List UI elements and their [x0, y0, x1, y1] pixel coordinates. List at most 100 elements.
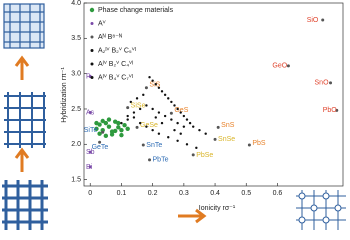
point: [132, 116, 136, 119]
arrow-up: [14, 147, 30, 172]
point-label: P: [86, 73, 91, 80]
legend-marker: [90, 22, 94, 25]
point: [151, 128, 154, 132]
point: [145, 125, 148, 128]
point: [204, 132, 207, 135]
point: [129, 100, 133, 104]
point: [213, 137, 217, 141]
point-label: PbSe: [196, 152, 213, 159]
point-label: PbS: [252, 140, 266, 147]
point: [321, 18, 325, 22]
legend-label: Aᴺ B⁸⁻ᴺ: [98, 34, 122, 41]
point: [216, 125, 220, 129]
point: [103, 120, 109, 126]
point: [145, 104, 148, 107]
x-tick-label: 0.5: [241, 190, 251, 197]
point: [176, 139, 179, 142]
point: [247, 143, 251, 147]
point: [119, 132, 124, 138]
point-label: Bi: [86, 164, 93, 171]
point: [335, 108, 339, 112]
point: [329, 81, 333, 85]
point: [98, 140, 102, 144]
point: [157, 86, 161, 89]
point-label: GeO: [272, 63, 287, 70]
point: [101, 130, 105, 134]
point: [135, 97, 139, 100]
point: [151, 107, 154, 111]
point: [109, 132, 115, 137]
point: [195, 146, 198, 150]
legend-marker: [90, 62, 94, 66]
point: [88, 150, 92, 154]
point: [163, 114, 167, 118]
point: [138, 121, 142, 125]
point: [122, 123, 127, 128]
point: [179, 132, 182, 135]
point: [148, 75, 151, 79]
point-label: SnTe: [146, 142, 162, 149]
point: [157, 132, 161, 135]
point: [170, 100, 173, 104]
x-tick-label: 0.6: [273, 190, 283, 197]
point: [106, 124, 112, 129]
point: [144, 86, 148, 90]
point: [191, 153, 195, 157]
point: [188, 121, 192, 125]
point: [116, 120, 121, 126]
point: [170, 118, 173, 121]
point: [141, 143, 145, 147]
point: [154, 116, 157, 119]
arrow-right: [178, 208, 207, 224]
point: [106, 117, 112, 122]
chart: Ionicity rσ⁻¹ Hybridization rπ⁻¹ 0 0.1 0.2…: [2, 0, 346, 230]
point: [182, 114, 186, 118]
point: [126, 114, 129, 118]
point: [142, 93, 145, 97]
legend-label: A₂ᴵⱽ B₂ⱽ C₅ⱽᴵ: [98, 46, 136, 54]
point: [148, 158, 152, 162]
point: [176, 121, 179, 125]
lattice-circles: [296, 190, 346, 230]
point: [160, 121, 164, 125]
arrow-up: [14, 55, 30, 80]
point: [163, 93, 167, 97]
x-tick-label: 0: [88, 190, 92, 197]
legend-marker: [90, 76, 94, 79]
point: [167, 136, 170, 139]
x-tick-label: 0.2: [148, 190, 158, 197]
point: [198, 128, 201, 132]
point: [132, 111, 136, 114]
point: [182, 125, 186, 128]
point: [179, 111, 182, 114]
y-tick-label: 2.0: [71, 141, 81, 148]
legend-marker: [90, 49, 94, 52]
y-tick-label: 3.5: [71, 35, 81, 42]
x-tick-label: 0.4: [210, 190, 220, 197]
x-axis-title: Ionicity rσ⁻¹: [199, 205, 236, 212]
point: [135, 125, 139, 129]
point-label: SnS: [221, 122, 235, 129]
lattice-top: [3, 3, 45, 49]
point-label: SnSe: [218, 136, 235, 143]
y-tick-label: 4.0: [71, 0, 81, 7]
point-label: As: [86, 109, 95, 116]
point-label: PbTe: [153, 157, 169, 164]
point: [103, 133, 109, 139]
point: [154, 83, 157, 86]
point: [126, 106, 130, 110]
point: [125, 126, 130, 131]
y-tick-label: 3.0: [71, 71, 81, 78]
point-label: GeS: [174, 107, 188, 114]
point: [169, 111, 173, 115]
point: [126, 118, 129, 121]
point: [176, 107, 179, 111]
legend-label: Aᴵⱽ B₄ⱽ C₇ⱽᴵ: [98, 73, 133, 81]
legend-marker: [90, 35, 94, 39]
x-tick-label: 0.1: [117, 190, 127, 197]
point: [138, 107, 142, 111]
point: [116, 125, 121, 130]
point: [167, 97, 170, 100]
point: [173, 128, 176, 132]
point: [157, 111, 161, 114]
